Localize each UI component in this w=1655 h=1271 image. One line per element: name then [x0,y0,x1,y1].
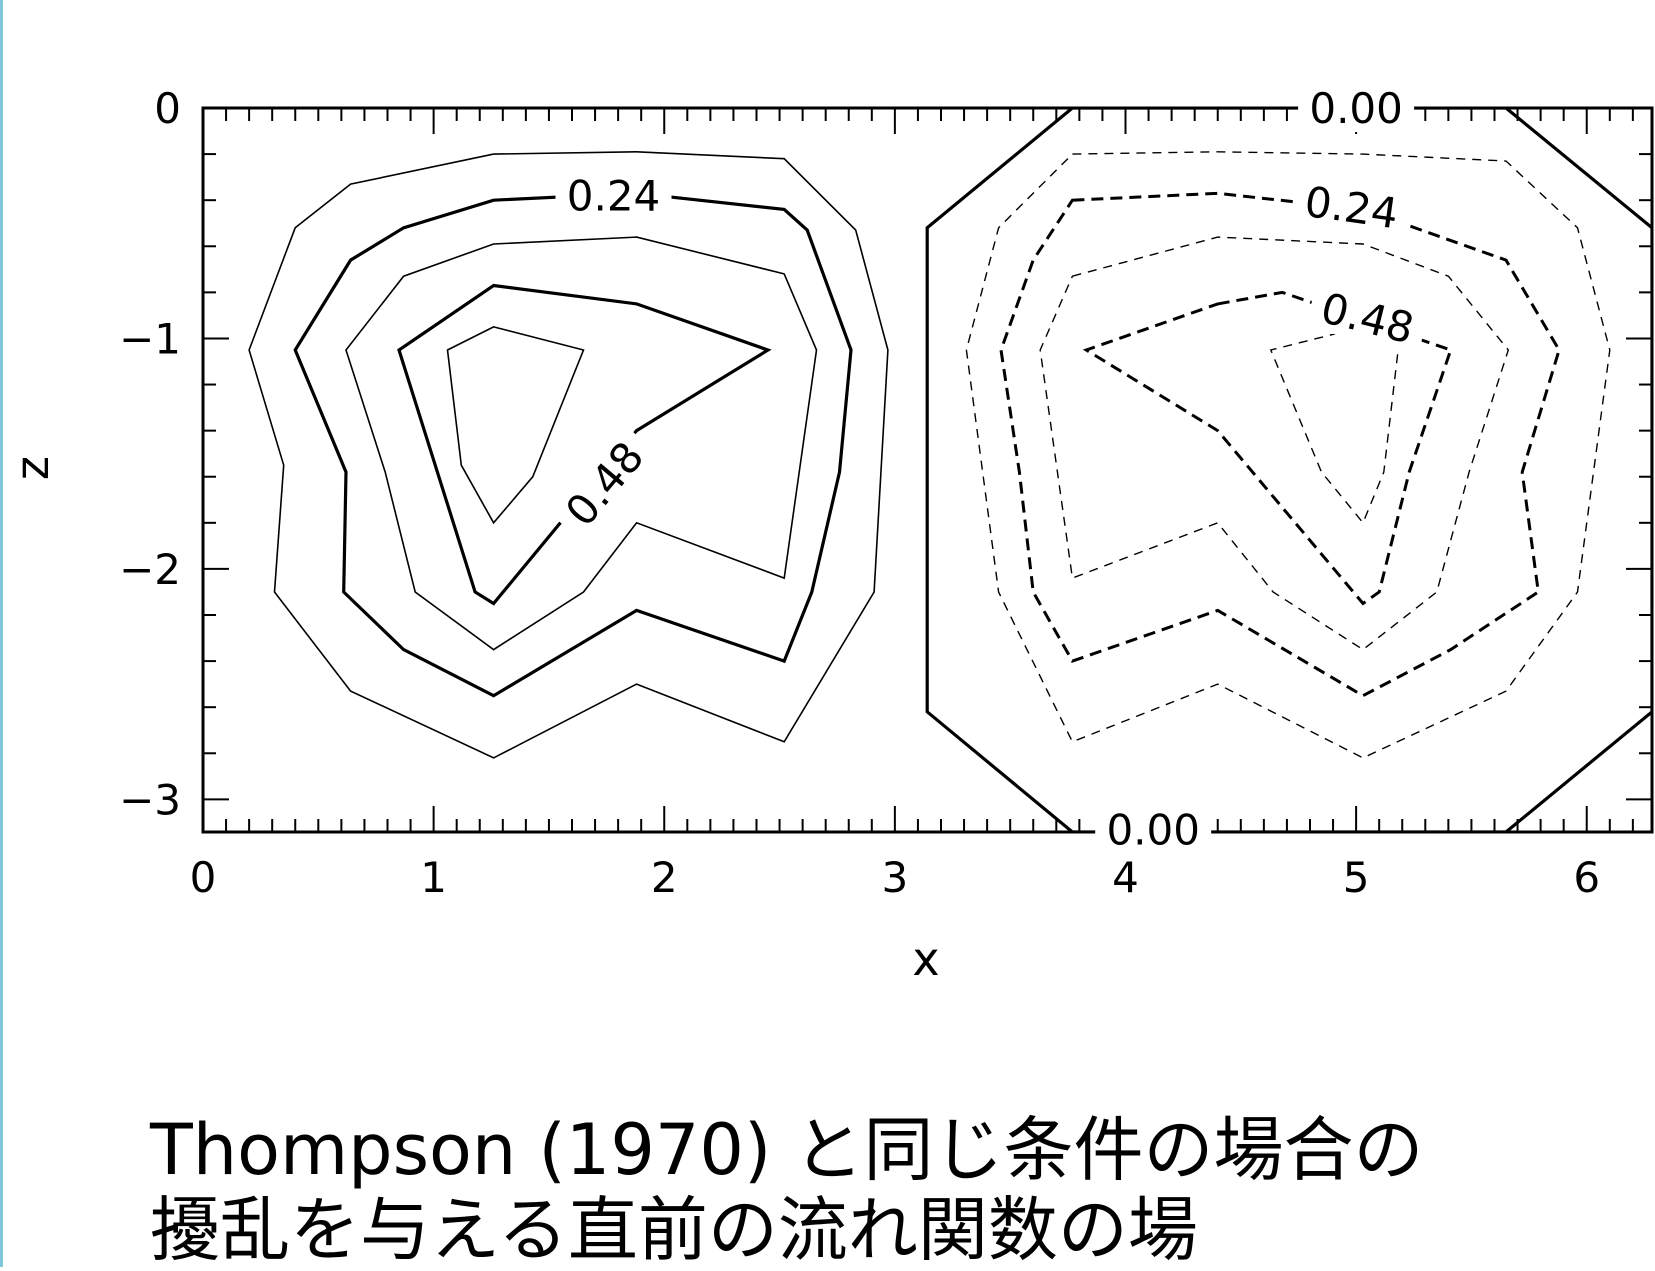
x-axis-label: x [912,932,939,986]
contour-pos-0.60 [446,326,585,525]
left-accent-rule [0,0,3,1267]
x-tick-label: 5 [1343,853,1370,902]
x-tick-label: 6 [1573,853,1600,902]
caption-line-1: Thompson (1970) と同じ条件の場合の [150,1109,1424,1191]
y-axis-label: z [5,456,59,480]
contour-pos-0.24 [293,191,853,698]
contour-label-group: 0.24 [1290,173,1413,239]
x-tick-label: 2 [651,853,678,902]
x-tick-label: 0 [190,853,217,902]
contour-label: 0.24 [567,172,661,221]
x-tick-label: 4 [1112,853,1139,902]
contour-label-bg [1290,173,1413,239]
contour-label-bg [1298,82,1415,132]
contour-pos-0.36 [345,236,818,651]
y-tick-label: 0 [154,84,181,133]
figure-caption: Thompson (1970) と同じ条件の場合の 擾乱を与える直前の流れ関数の… [150,1110,1424,1270]
contour-label: 0.00 [1106,805,1200,854]
contour-label: 0.48 [1316,283,1419,353]
contour-label-group: 0.00 [1095,803,1212,854]
contour-pos-0.12 [248,150,889,759]
axis-ticks: 0 1 2 3 4 5 6 0 −1 −2 −3 [119,84,1652,902]
contour-label-bg [1095,803,1212,854]
contour-pos-0.48 [397,283,772,606]
y-tick-label: −2 [119,545,181,594]
contour-label-group: 0.48 [1305,278,1431,356]
y-tick-label: −3 [119,775,181,824]
contour-zero [925,108,1652,832]
contour-label: 0.00 [1309,84,1403,133]
contour-label-bg [547,422,660,544]
contour-label-bg [555,169,672,220]
contour-label-group: 0.00 [1298,82,1415,133]
caption-line-2: 擾乱を与える直前の流れ関数の場 [150,1189,1198,1271]
contour-chart: 0 1 2 3 4 5 60−1−2−3 0.240.480.000.000.240.48 … [5,82,1654,986]
contour-label-group: 0.24 [555,169,672,221]
contour-labels: 0.240.480.000.000.240.48 [547,82,1431,854]
x-tick-label: 3 [881,853,908,902]
contour-neg-0.24 [999,191,1561,698]
plot-frame [201,106,1654,834]
plot-border [201,106,1654,834]
contour-lines [248,108,1652,832]
contour-neg-0.12 [965,151,1611,759]
y-tick-label: −1 [119,314,181,363]
contour-neg-0.36 [1039,236,1510,651]
contour-label-bg [1305,278,1431,356]
x-tick-label: 1 [420,853,447,902]
